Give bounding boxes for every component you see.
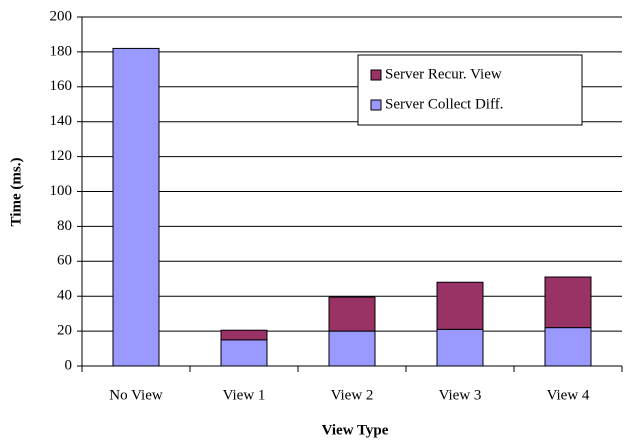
bar-segment	[220, 339, 268, 367]
y-tick-label: 140	[50, 113, 73, 129]
y-tick-label: 180	[50, 43, 73, 59]
legend-box	[357, 54, 583, 126]
bar-segment	[328, 296, 376, 332]
y-axis-label: Time (ms.)	[8, 158, 24, 227]
y-tick-label: 160	[50, 78, 73, 94]
y-tick-label: 40	[57, 288, 72, 304]
bar-segment	[328, 330, 376, 367]
bar-segment	[112, 47, 160, 367]
x-tick-label: View 2	[331, 387, 374, 403]
x-tick-label: No View	[109, 387, 163, 403]
y-tick-label: 0	[65, 357, 73, 373]
y-tick-label: 60	[57, 253, 72, 269]
y-tick-label: 200	[50, 8, 73, 24]
y-tick-label: 20	[57, 323, 72, 339]
legend-label: Server Collect Diff.	[385, 96, 503, 112]
bar-segment	[436, 281, 484, 330]
x-tick-label: View 3	[439, 387, 482, 403]
y-tick-label: 80	[57, 218, 72, 234]
y-tick-label: 120	[50, 148, 73, 164]
bar-segment	[436, 328, 484, 367]
x-tick-label: View 4	[547, 387, 590, 403]
bar-segment	[544, 276, 592, 329]
bar-segment	[544, 327, 592, 367]
y-tick-label: 100	[50, 183, 73, 199]
bar-segment	[220, 329, 268, 341]
legend-swatch	[370, 99, 382, 111]
x-tick-label: View 1	[223, 387, 266, 403]
legend-swatch	[370, 69, 382, 81]
legend-label: Server Recur. View	[385, 66, 502, 82]
x-axis-label: View Type	[322, 422, 389, 438]
